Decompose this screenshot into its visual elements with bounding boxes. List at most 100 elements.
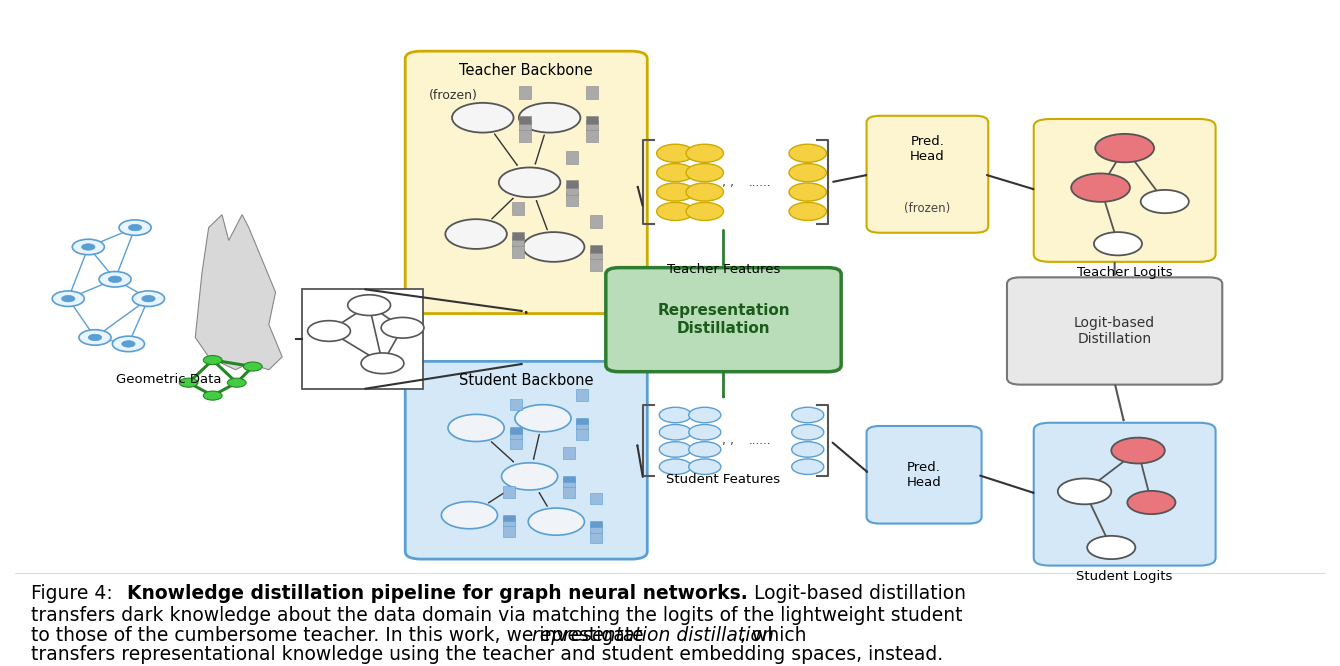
Bar [590,245,602,253]
Bar [590,215,602,228]
FancyBboxPatch shape [1033,119,1215,262]
Bar [509,430,521,439]
Circle shape [52,291,84,306]
Circle shape [109,276,122,282]
Circle shape [789,164,827,182]
Circle shape [72,239,105,254]
Circle shape [180,378,198,387]
Circle shape [62,296,75,302]
Circle shape [789,202,827,220]
Circle shape [686,145,724,163]
Circle shape [657,183,694,201]
Circle shape [360,353,403,374]
Circle shape [82,244,95,250]
Circle shape [113,336,145,352]
Bar [565,193,578,206]
Text: Teacher Features: Teacher Features [667,263,780,276]
Circle shape [659,459,691,474]
Circle shape [792,407,824,423]
Bar [519,120,531,130]
Circle shape [441,501,497,529]
Circle shape [519,103,580,133]
Circle shape [129,224,142,231]
Bar [586,116,598,123]
Circle shape [1057,478,1111,504]
Circle shape [1093,232,1142,255]
Text: Logit-based
Distillation: Logit-based Distillation [1075,316,1155,346]
Circle shape [686,183,724,201]
FancyBboxPatch shape [405,51,647,314]
Polygon shape [196,214,283,370]
Bar [563,478,575,488]
Bar [576,418,588,424]
FancyBboxPatch shape [867,426,982,523]
Text: to those of the cumbersome teacher. In this work, we investigate: to those of the cumbersome teacher. In t… [31,626,650,645]
Bar [590,249,602,259]
Circle shape [204,356,222,364]
Circle shape [445,219,507,249]
Text: , ,: , , [722,434,734,448]
Circle shape [659,424,691,440]
Bar [509,438,521,450]
Circle shape [99,272,131,287]
Circle shape [659,442,691,458]
Circle shape [1127,491,1175,514]
Bar [565,180,578,188]
Circle shape [347,295,390,316]
FancyBboxPatch shape [405,362,647,559]
Circle shape [689,407,721,423]
Text: Logit-based distillation: Logit-based distillation [742,584,966,603]
Circle shape [789,183,827,201]
Text: Teacher Backbone: Teacher Backbone [460,63,594,78]
Circle shape [448,414,504,442]
Text: Figure 4:: Figure 4: [31,584,125,603]
Bar [502,486,515,498]
Bar [586,120,598,130]
Bar [512,202,524,215]
Text: Pred.
Head: Pred. Head [910,135,945,163]
Bar [512,232,524,240]
Text: Student Logits: Student Logits [1076,570,1172,583]
Bar [590,258,602,271]
Text: Pred.
Head: Pred. Head [907,461,942,489]
Circle shape [1140,190,1189,213]
Circle shape [659,407,691,423]
Circle shape [308,320,350,342]
Circle shape [79,330,111,345]
Text: representation distillation: representation distillation [532,626,775,645]
Circle shape [515,405,571,432]
FancyBboxPatch shape [1033,423,1215,565]
Circle shape [792,424,824,440]
Circle shape [789,145,827,163]
Bar [590,531,602,543]
Circle shape [122,341,135,347]
Bar [512,245,524,258]
Circle shape [1071,173,1130,202]
FancyBboxPatch shape [1006,277,1222,385]
Circle shape [244,362,263,371]
Circle shape [792,459,824,474]
Bar [502,517,515,526]
Bar [509,399,521,410]
Circle shape [657,164,694,182]
Text: Student Backbone: Student Backbone [460,373,594,388]
Text: Geometric Data: Geometric Data [115,373,221,386]
Bar [509,428,521,434]
Text: transfers representational knowledge using the teacher and student embedding spa: transfers representational knowledge usi… [31,645,943,664]
Bar [565,151,578,164]
Bar [590,523,602,533]
Circle shape [657,202,694,220]
Bar [590,493,602,504]
Bar [502,525,515,537]
Bar [586,86,598,99]
Bar [502,515,515,521]
Circle shape [523,232,584,262]
Text: transfers dark knowledge about the data domain via matching the logits of the li: transfers dark knowledge about the data … [31,606,962,625]
Text: Student Features: Student Features [666,473,781,486]
Text: ......: ...... [749,176,772,189]
Circle shape [501,463,557,490]
Circle shape [88,334,102,341]
Text: (frozen): (frozen) [429,89,478,102]
Circle shape [381,318,423,338]
Bar [512,236,524,246]
